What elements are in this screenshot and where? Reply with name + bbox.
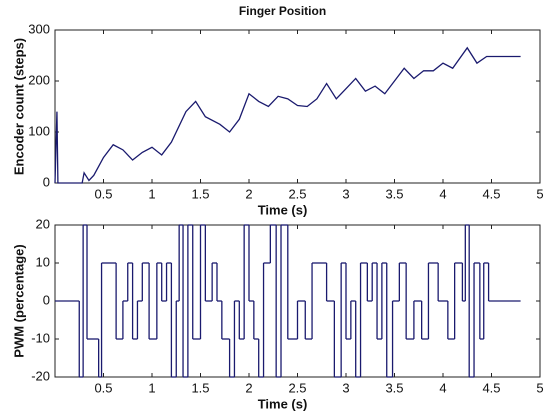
plot-area: [54, 29, 541, 184]
x-tick-label: 2.5: [288, 380, 306, 395]
x-tick-label: 1: [148, 186, 155, 201]
x-tick-label: 3.5: [385, 186, 403, 201]
x-tick-label: 3: [342, 186, 349, 201]
y-axis-label: Encoder count (steps): [11, 38, 26, 175]
y-tick-label: -20: [31, 368, 50, 383]
x-tick-label: 2.5: [288, 186, 306, 201]
y-tick-label: 100: [28, 123, 50, 138]
data-line: [54, 46, 521, 184]
y-tick-label: 0: [43, 174, 50, 189]
x-tick-label: 1.5: [191, 186, 209, 201]
y-tick-label: -10: [31, 330, 50, 345]
x-tick-label: 1: [148, 380, 155, 395]
x-tick-label: 3.5: [385, 380, 403, 395]
y-tick-label: 10: [36, 254, 50, 269]
y-axis-label: PWM (percentage): [11, 244, 26, 357]
x-tick-label: 4: [439, 186, 446, 201]
x-tick-label: 0.5: [94, 186, 112, 201]
y-tick-label: 300: [28, 21, 50, 36]
x-axis-label: Time (s): [258, 396, 308, 411]
x-tick-label: 4: [439, 380, 446, 395]
x-tick-label: 4.5: [482, 186, 500, 201]
y-tick-label: 200: [28, 72, 50, 87]
x-axis-label: Time (s): [258, 202, 308, 217]
x-tick-label: 4.5: [482, 380, 500, 395]
chart-title: Finger Position: [239, 4, 326, 18]
y-tick-label: 0: [43, 292, 50, 307]
x-tick-label: 2: [245, 186, 252, 201]
y-tick-label: 20: [36, 216, 50, 231]
x-tick-label: 3: [342, 380, 349, 395]
x-tick-label: 5: [536, 186, 543, 201]
x-tick-label: 2: [245, 380, 252, 395]
x-tick-label: 1.5: [191, 380, 209, 395]
x-tick-label: 0.5: [94, 380, 112, 395]
x-tick-label: 5: [536, 380, 543, 395]
